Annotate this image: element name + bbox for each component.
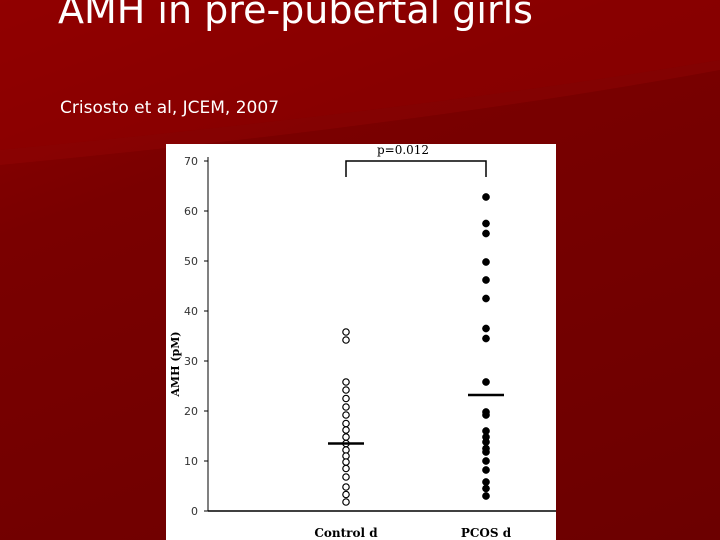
pcos-data-point [482,457,490,465]
pcos-data-point [482,324,490,333]
p-value-annotation: p=0.012 [377,144,429,157]
y-axis-label: AMH (pM) [169,331,182,397]
pcos-data-point [482,229,490,238]
pcos-data-point [482,466,490,474]
pcos-data-point [482,258,490,266]
y-tick-label: 70 [184,155,198,168]
pcos-data-point [482,438,490,446]
slide-subtitle: Crisosto et al, JCEM, 2007 [60,98,280,118]
pcos-data-point [482,334,490,343]
pcos-data-point [482,448,490,456]
pcos-data-point [482,294,490,303]
control-data-point [342,411,350,419]
significance-bracket [345,160,487,177]
control-data-point [342,458,350,466]
control-data-point [342,464,350,473]
control-data-point [342,328,350,336]
control-data-point [342,378,350,386]
y-tick-label: 0 [191,505,198,518]
pcos-data-point [482,378,490,386]
slide-title: AMH in pre-pubertal girls [58,0,533,32]
pcos-data-point [482,219,490,228]
y-tick-label: 60 [184,205,198,218]
control-data-point [342,394,350,403]
x-category-label: PCOS d [461,526,512,540]
control-data-point [342,336,350,344]
control-data-point [342,386,350,394]
x-category-label: Control d [314,526,378,540]
y-tick-label: 50 [184,255,198,268]
control-data-point [342,426,350,434]
control-data-point [342,490,350,499]
control-data-point [342,498,350,506]
pcos-data-point [482,478,490,486]
chart-panel: AMH (pM) p=0.012 0 10 20 30 40 50 60 70 Control … [166,144,556,540]
pcos-data-point [482,411,490,419]
y-tick-label: 10 [184,455,198,468]
y-tick-label: 20 [184,405,198,418]
control-data-point [342,433,350,441]
pcos-data-point [482,492,490,500]
control-data-point [342,473,350,481]
pcos-data-point [482,484,490,493]
amh-scatter-chart: AMH (pM) p=0.012 0 10 20 30 40 50 60 70 Control … [169,144,556,540]
control-data-point [342,403,350,411]
y-axis-label-group: AMH (pM) [169,331,182,397]
y-tick-label: 40 [184,305,198,318]
control-data-point [342,419,350,428]
pcos-data-point [482,193,490,201]
pcos-data-point [482,276,490,284]
control-data-point [342,483,350,491]
y-tick-label: 30 [184,355,198,368]
